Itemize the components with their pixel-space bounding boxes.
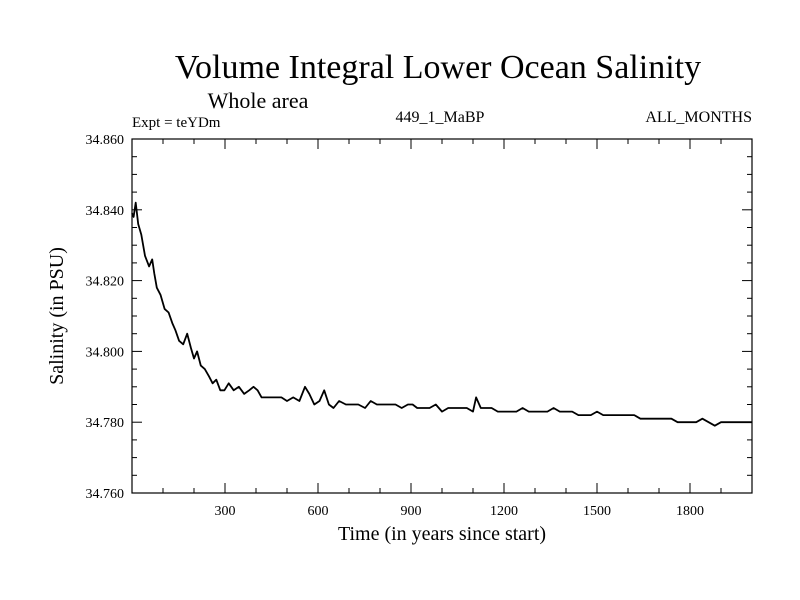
x-tick-label: 300 [215,504,236,519]
x-tick-label: 600 [308,504,329,519]
season-label: ALL_MONTHS [645,109,752,126]
y-tick-label: 34.820 [86,275,125,290]
chart-title: Volume Integral Lower Ocean Salinity [175,49,701,86]
y-tick-label: 34.800 [86,345,125,360]
y-tick-label: 34.860 [86,133,125,148]
y-axis-label: Salinity (in PSU) [46,247,68,385]
series-layer [131,201,752,427]
x-tick-label: 1200 [490,504,518,519]
x-tick-label: 900 [401,504,422,519]
chart-subtitle: Whole area [208,88,309,113]
x-axis: 300 600 900 1200 1500 1800 [162,139,722,519]
x-axis-label: Time (in years since start) [338,523,546,545]
series-line [131,201,752,427]
y-tick-label: 34.840 [86,204,125,219]
x-tick-label: 1800 [676,504,704,519]
experiment-label: Expt = teYDm [132,115,221,131]
y-tick-label: 34.780 [86,416,125,431]
run-label: 449_1_MaBP [396,109,485,126]
y-tick-label: 34.760 [86,487,125,502]
y-axis: 34.760 34.780 34.800 34.820 34.840 34.860 [86,133,752,502]
x-tick-label: 1500 [583,504,611,519]
plot-frame [131,138,753,494]
